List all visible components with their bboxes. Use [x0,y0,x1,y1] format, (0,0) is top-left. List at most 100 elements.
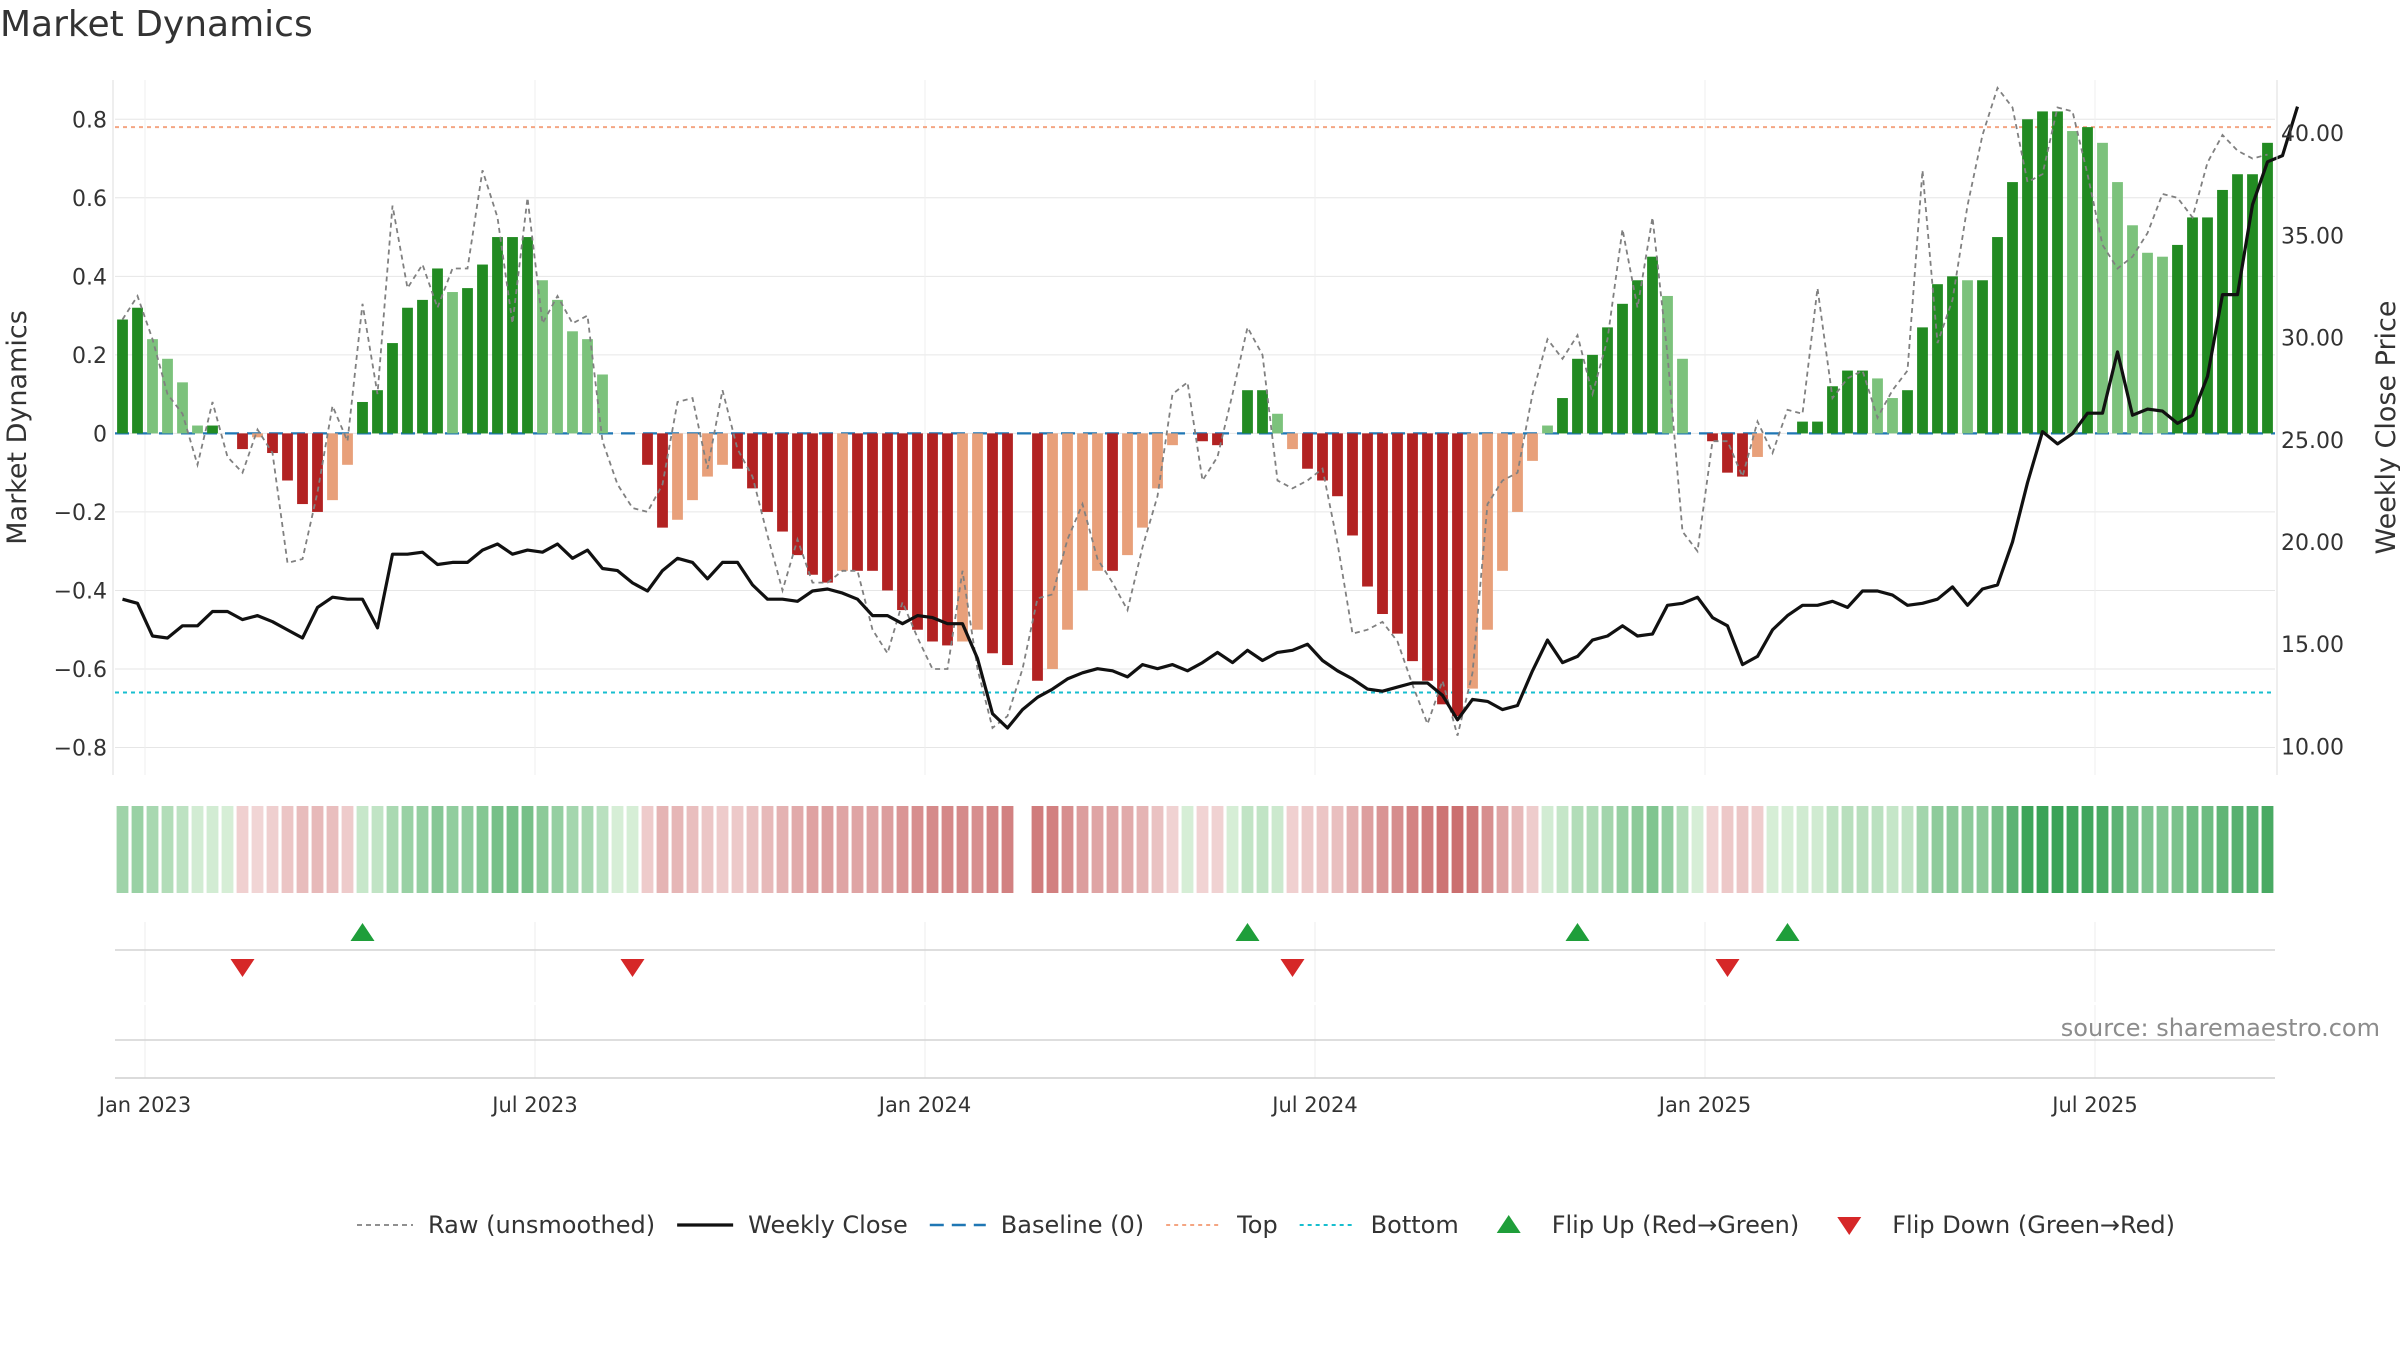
momentum-bar [1062,433,1073,630]
momentum-bar [687,433,698,501]
momentum-bar [717,433,728,465]
momentum-bar [807,433,818,575]
momentum-bar [1752,433,1763,457]
momentum-bar [522,237,533,434]
heat-cell [116,806,129,893]
heat-cell [1811,806,1824,893]
heat-cell [641,806,654,893]
momentum-bar [1632,280,1643,434]
momentum-bar [702,433,713,477]
weekly-close-series [122,106,2300,730]
heat-cell [626,806,639,893]
heat-cell [1901,806,1914,893]
heat-cell [1841,806,1854,893]
momentum-bar [2097,142,2108,434]
raw-series [121,85,2268,736]
momentum-bar [1422,433,1433,681]
heat-cell [1121,806,1134,893]
x-tick-label: Jul 2024 [1270,1093,1357,1117]
heat-cell [671,806,684,893]
momentum-bar [2067,131,2078,434]
heat-cell [2246,806,2259,893]
momentum-bar [1902,390,1913,434]
heat-cell [1301,806,1314,893]
heat-cell [1166,806,1179,893]
momentum-bar [1887,398,1898,434]
momentum-bar [1917,327,1928,434]
heat-cell [1886,806,1899,893]
momentum-bar [987,433,998,654]
momentum-bar [942,433,953,646]
momentum-bar [1047,433,1058,669]
heat-cell [2171,806,2184,893]
y-tick-label: 0.4 [72,265,107,290]
heat-cell [1931,806,1944,893]
momentum-bar [957,433,968,642]
heat-cell [1241,806,1254,893]
legend-swatch-flip-up [1496,1215,1521,1233]
heat-cell [1316,806,1329,893]
momentum-bar [282,433,293,481]
heat-cell [1376,806,1389,893]
heat-cell [1076,806,1089,893]
y-tick-label: 0.8 [72,108,107,133]
momentum-bar [1077,433,1088,591]
heat-cell [596,806,609,893]
momentum-bar [537,280,548,434]
momentum-bar [2022,119,2033,434]
heat-cell [2216,806,2229,893]
heat-cell [1991,806,2004,893]
legend: Raw (unsmoothed) Weekly Close Baseline (0)… [357,1211,2175,1239]
heat-cell [356,806,369,893]
momentum-bar [672,433,683,520]
momentum-bar [342,433,353,465]
x-tick-label: Jul 2023 [490,1093,577,1117]
heat-cell [1256,806,1269,893]
momentum-bar [2142,252,2153,434]
momentum-bar [402,307,413,434]
momentum-bar [1467,433,1478,689]
heat-cell [896,806,909,893]
momentum-bar [267,433,278,454]
momentum-bar [1197,433,1208,442]
heat-cell [1631,806,1644,893]
legend-label: Weekly Close [748,1211,908,1239]
heat-cell [2231,806,2244,893]
heat-cell [686,806,699,893]
momentum-bar [297,433,308,505]
heat-cell [611,806,624,893]
legend-swatch-flip-down [1837,1217,1862,1235]
x-tick-label: Jul 2025 [2050,1093,2137,1117]
heat-cell [521,806,534,893]
heat-cell [806,806,819,893]
momentum-bar [2247,174,2258,434]
legend-label: Raw (unsmoothed) [428,1211,655,1239]
legend-label: Top [1236,1211,1278,1239]
momentum-bar [2007,182,2018,434]
heat-cell [281,806,294,893]
heat-cell [1916,806,1929,893]
heat-cell [2051,806,2064,893]
y-tick-label: 0 [93,422,107,447]
momentum-bar [1452,433,1463,717]
momentum-bar [2202,217,2213,434]
heat-cell [986,806,999,893]
momentum-bar [132,307,143,434]
y2-axis-title: Weekly Close Price [2371,300,2400,554]
heat-cell [1226,806,1239,893]
heat-cell [1556,806,1569,893]
y-tick-label: 0.6 [72,187,107,212]
heat-cell [506,806,519,893]
momentum-bar [1332,433,1343,497]
heat-cell [251,806,264,893]
momentum-bar [837,433,848,571]
heat-cell [2111,806,2124,893]
heat-cell [1976,806,1989,893]
momentum-bar [1647,256,1658,434]
momentum-bar [867,433,878,571]
heat-cell [1001,806,1014,893]
heat-cell [1136,806,1149,893]
heat-cell [191,806,204,893]
momentum-bar [1287,433,1298,450]
momentum-bar [582,339,593,434]
